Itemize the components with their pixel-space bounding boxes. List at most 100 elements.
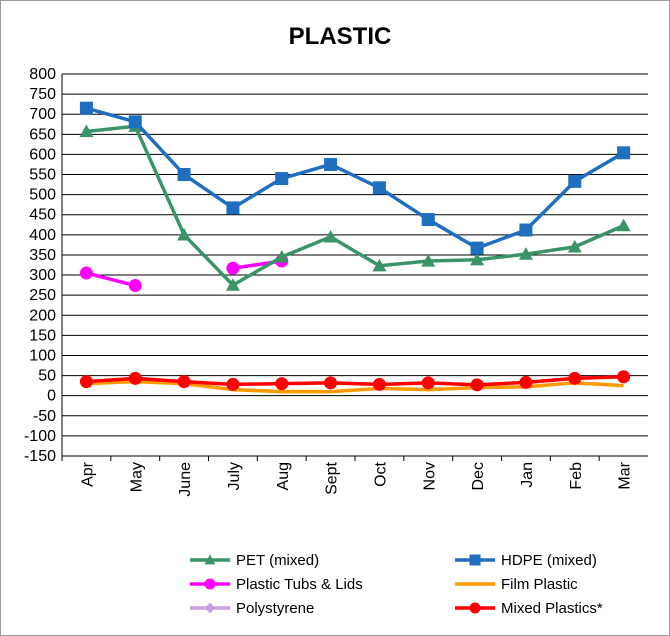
marker	[79, 124, 94, 138]
marker	[469, 554, 481, 566]
series-line	[86, 379, 624, 394]
series-hdpe-mixed	[79, 101, 631, 255]
legend-item: Polystyrene	[190, 600, 314, 617]
series-film-plastic	[86, 379, 624, 394]
y-tick-label: 50	[38, 368, 56, 385]
y-tick-label: 350	[29, 247, 56, 264]
legend-label: Polystyrene	[236, 600, 314, 617]
y-axis: 8007507006506005505004504003503002502001…	[24, 66, 56, 465]
legend-label: Mixed Plastics*	[501, 600, 603, 617]
marker	[128, 371, 142, 385]
y-tick-label: 800	[29, 66, 56, 83]
series-line	[86, 124, 625, 287]
y-tick-label: 500	[29, 187, 56, 204]
marker	[617, 370, 631, 384]
marker	[568, 371, 582, 385]
marker	[469, 602, 481, 614]
y-tick-label: 650	[29, 126, 56, 143]
y-tick-label: 700	[29, 106, 56, 123]
x-tick-label: Jan	[519, 462, 536, 488]
y-tick-label: 600	[29, 146, 56, 163]
legend-item: PET (mixed)	[190, 552, 319, 569]
series-pet-mixed	[79, 119, 631, 291]
marker	[225, 278, 240, 291]
y-tick-label: -150	[24, 448, 56, 465]
marker	[421, 213, 435, 227]
x-tick-label: Nov	[421, 462, 438, 490]
x-tick-label: Aug	[275, 462, 292, 490]
legend: PET (mixed) HDPE (mixed) Plastic Tubs & Li…	[190, 552, 603, 617]
marker	[519, 223, 533, 237]
x-tick-label: June	[177, 462, 194, 497]
y-tick-label: 250	[29, 287, 56, 304]
marker	[177, 168, 191, 182]
x-tick-label: Oct	[372, 461, 389, 486]
marker	[204, 602, 216, 614]
y-tick-label: -100	[24, 428, 56, 445]
marker	[226, 201, 240, 215]
x-tick-label: Mar	[617, 461, 634, 489]
marker	[567, 239, 582, 253]
x-tick-label: Feb	[568, 462, 585, 490]
y-tick-label: 300	[29, 267, 56, 284]
marker	[274, 249, 289, 263]
y-tick-label: 200	[29, 307, 56, 324]
x-tick-label: May	[128, 462, 145, 492]
marker	[226, 261, 240, 275]
marker	[324, 157, 338, 171]
marker	[323, 229, 338, 243]
marker	[470, 252, 485, 266]
marker	[275, 172, 289, 186]
y-tick-label: 150	[29, 327, 56, 344]
marker	[372, 258, 387, 272]
y-tick-label: -50	[33, 408, 56, 425]
marker	[79, 266, 93, 280]
y-tick-label: 550	[29, 167, 56, 184]
marker	[616, 218, 631, 232]
series-group	[79, 101, 631, 394]
legend-label: PET (mixed)	[236, 552, 319, 569]
series-line	[85, 106, 625, 250]
marker	[177, 375, 191, 389]
x-tick-label: Sept	[324, 461, 341, 494]
legend-item: HDPE (mixed)	[455, 552, 597, 569]
series-mixed-plastics	[79, 370, 631, 392]
marker	[568, 174, 582, 188]
series-line	[85, 271, 136, 288]
x-tick-label: July	[226, 462, 243, 490]
marker	[128, 279, 142, 293]
marker	[177, 227, 192, 241]
legend-item: Plastic Tubs & Lids	[190, 576, 363, 593]
marker	[128, 115, 142, 129]
legend-label: Plastic Tubs & Lids	[236, 576, 363, 593]
marker	[204, 578, 216, 590]
grid	[61, 73, 648, 457]
x-tick-label: Apr	[79, 461, 96, 487]
marker	[275, 377, 289, 391]
marker	[79, 375, 93, 389]
marker	[79, 101, 93, 115]
chart-title: PLASTIC	[289, 23, 392, 50]
marker	[470, 378, 484, 392]
y-tick-label: 750	[29, 86, 56, 103]
legend-label: Film Plastic	[501, 576, 578, 593]
marker	[519, 375, 533, 389]
legend-item: Mixed Plastics*	[455, 600, 603, 617]
x-tick-label: Dec	[470, 462, 487, 490]
marker	[226, 377, 240, 391]
marker	[470, 241, 484, 255]
marker	[372, 377, 386, 391]
legend-label: HDPE (mixed)	[501, 552, 597, 569]
legend-item: Film Plastic	[455, 576, 578, 593]
marker	[617, 146, 631, 160]
y-tick-label: 400	[29, 227, 56, 244]
marker	[204, 554, 216, 565]
marker	[421, 253, 436, 267]
series-line	[86, 375, 624, 387]
marker	[372, 181, 386, 195]
y-tick-label: 0	[47, 388, 56, 405]
y-tick-label: 450	[29, 207, 56, 224]
y-tick-label: 100	[29, 347, 56, 364]
